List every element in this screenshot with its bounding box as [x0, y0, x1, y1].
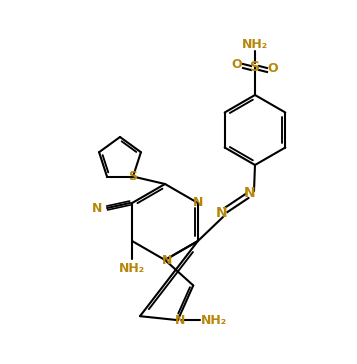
Text: S: S: [129, 170, 137, 183]
Text: O: O: [268, 63, 278, 75]
Text: O: O: [232, 59, 242, 71]
Text: N: N: [244, 186, 256, 200]
Text: N: N: [162, 254, 172, 268]
Text: S: S: [250, 60, 260, 74]
Text: NH₂: NH₂: [119, 262, 145, 276]
Text: N: N: [193, 197, 203, 210]
Text: NH₂: NH₂: [242, 39, 268, 51]
Text: N: N: [175, 314, 185, 327]
Text: N: N: [216, 206, 228, 220]
Text: NH₂: NH₂: [201, 314, 227, 327]
Text: N: N: [92, 202, 102, 214]
